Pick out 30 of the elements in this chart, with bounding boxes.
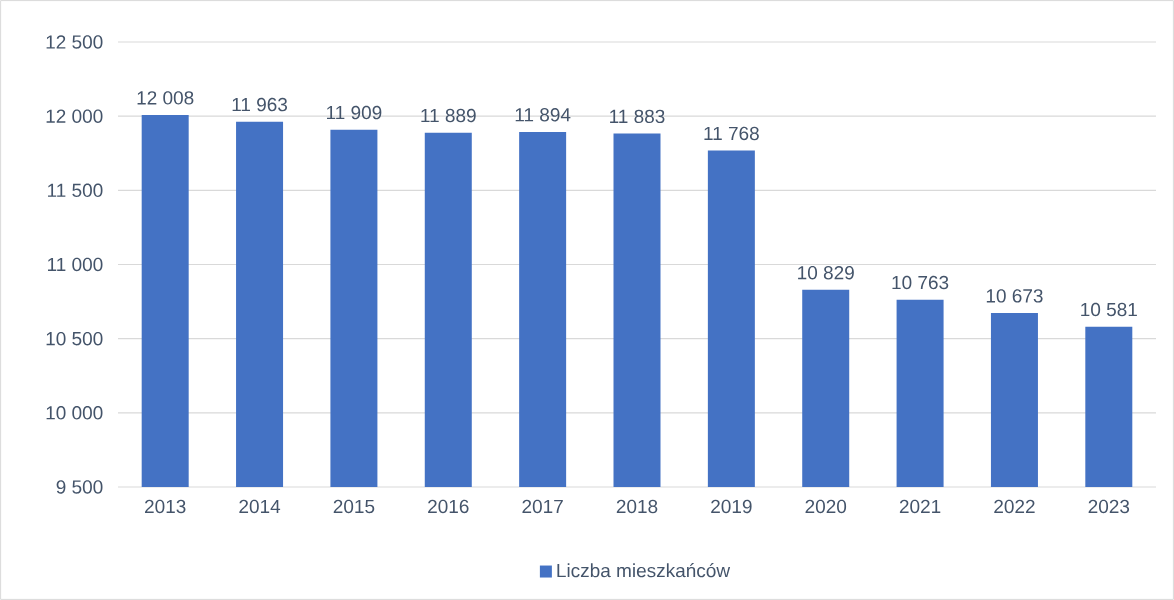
data-label: 11 909 [327, 105, 382, 120]
x-tick-label: 2020 [805, 499, 847, 514]
x-tick-label: 2023 [1088, 499, 1130, 514]
x-tick-label: 2013 [145, 499, 186, 514]
data-label: 11 889 [421, 108, 476, 123]
data-label: 10 673 [986, 289, 1043, 303]
data-label: 12 008 [137, 91, 194, 105]
x-tick-label: 2022 [994, 499, 1035, 514]
x-tick-label: 2015 [333, 499, 375, 514]
y-tick-label: 12 500 [46, 35, 103, 49]
data-label: 11 894 [515, 108, 571, 122]
x-tick-label: 2018 [616, 499, 658, 514]
legend-label: Liczba mieszkańców [557, 563, 731, 578]
x-tick-label: 2014 [239, 499, 281, 514]
x-tick-label: 2016 [428, 499, 469, 514]
y-tick-label: 11 500 [48, 183, 103, 198]
y-tick-label: 12 000 [46, 109, 103, 123]
y-tick-label: 11 000 [48, 257, 103, 272]
data-label: 10 763 [892, 275, 949, 290]
x-tick-label: 2019 [711, 499, 752, 514]
y-tick-label: 10 500 [46, 331, 103, 346]
y-tick-label: 9 500 [56, 480, 103, 494]
data-label: 10 829 [798, 266, 854, 280]
data-label: 11 768 [704, 126, 759, 141]
x-tick-label: 2021 [899, 499, 941, 514]
data-label: 11 883 [610, 109, 665, 124]
data-label: 10 581 [1081, 302, 1137, 317]
x-tick-label: 2017 [522, 499, 563, 514]
data-label: 11 963 [232, 97, 288, 112]
y-tick-label: 10 000 [46, 406, 103, 420]
